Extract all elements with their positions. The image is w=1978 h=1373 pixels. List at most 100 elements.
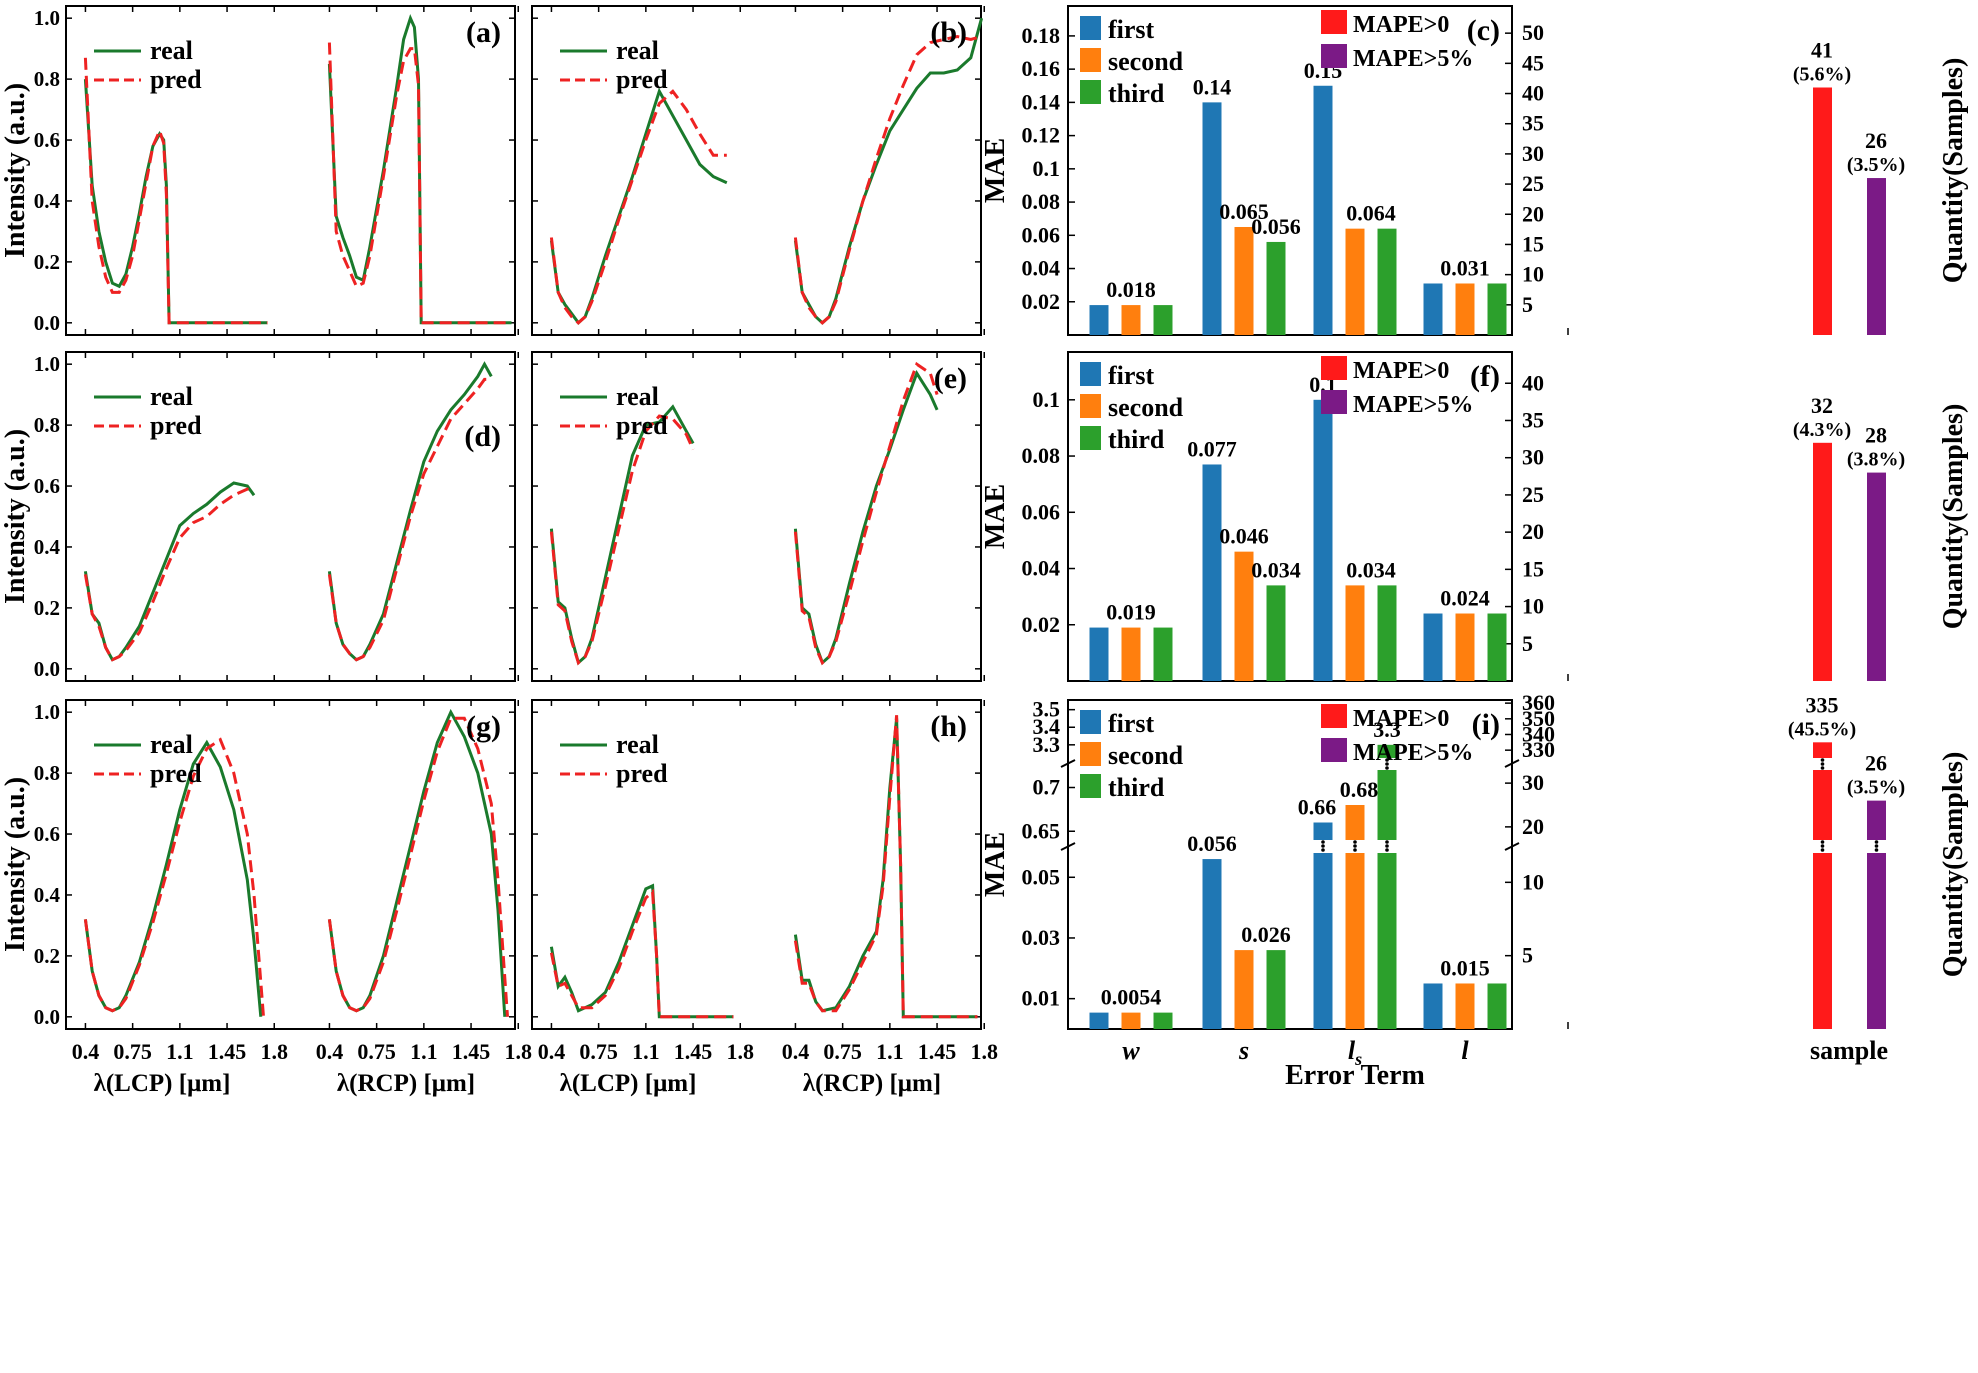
value-label: 0.056 (1187, 831, 1237, 856)
mae-tick-label: 0.12 (1022, 123, 1061, 148)
mae-tick-label: 0.08 (1022, 189, 1061, 214)
mae-tick-label: 0.03 (1022, 925, 1061, 950)
break-dot (1820, 844, 1825, 848)
third-bar (1266, 585, 1286, 681)
y-axis-label-mae: MAE (980, 832, 1011, 897)
legend-pred-label: pred (150, 65, 202, 94)
pred-lcp-line (83, 737, 265, 1017)
legend-swatch (1321, 390, 1347, 414)
first-bar (1313, 822, 1333, 840)
real-lcp-line (549, 883, 734, 1019)
mae-tick-label: 0.05 (1022, 864, 1061, 889)
category-label: s (1238, 1036, 1249, 1065)
plot-frame (1067, 5, 1513, 336)
legend-swatch (1321, 44, 1347, 68)
panel-label: (c) (1467, 14, 1500, 47)
value-label: 0.015 (1440, 955, 1490, 980)
mae-tick-label: 0.02 (1022, 289, 1061, 314)
pred-lcp-line (83, 57, 268, 325)
x-tick-label: 0.75 (113, 1039, 152, 1064)
value-label: 0.077 (1187, 436, 1237, 461)
legend-swatch (1080, 16, 1101, 40)
x-tick-label: 1.1 (632, 1039, 660, 1064)
x-tick-label: 0.4 (782, 1039, 810, 1064)
value-label: 0.66 (1298, 795, 1337, 820)
legend-pred-label: pred (150, 411, 202, 440)
pred-rcp-line (327, 42, 512, 325)
quantity-tick-label: 35 (1522, 111, 1544, 136)
break-dot (1353, 840, 1357, 844)
panel-label: (a) (466, 16, 501, 49)
third-bar (1377, 228, 1397, 335)
mae-tick-label: 0.04 (1022, 256, 1061, 281)
value-label: 0.034 (1251, 557, 1301, 582)
category-label: l (1461, 1036, 1469, 1065)
y-tick-label: 0.6 (34, 822, 60, 846)
x-tick-label: 0.4 (72, 1039, 100, 1064)
plot-frame (531, 351, 982, 682)
break-dot (1820, 758, 1825, 762)
y-axis-label: Intensity (a.u.) (0, 83, 31, 258)
panel-label: (i) (1472, 708, 1500, 741)
mae-tick-label: 0.14 (1022, 89, 1061, 114)
plot-frame (1067, 351, 1513, 682)
legend-pred-label: pred (150, 759, 202, 788)
quantity-tick-label: 40 (1522, 81, 1544, 106)
value-label: 0.018 (1106, 277, 1156, 302)
break-dot (1820, 762, 1825, 766)
legend-label: second (1108, 47, 1184, 76)
second-bar (1121, 1012, 1141, 1029)
quantity-tick-label: 50 (1522, 20, 1544, 45)
mape0-count: 41 (1811, 37, 1833, 62)
x-tick-label: 1.45 (674, 1039, 713, 1064)
y-axis-label-quantity: Quantity(Samples) (1938, 404, 1969, 630)
value-label: 0.065 (1219, 199, 1269, 224)
mae-tick-label: 0.04 (1022, 556, 1061, 581)
break-dot (1385, 766, 1389, 770)
y-tick-label: 0.4 (34, 883, 61, 907)
value-label: 0.14 (1193, 74, 1232, 99)
bar-panel-c: 0.02 0.04 0.06 0.08 0.1 0.12 0.14 0.16 0.18 5 10 15… (980, 5, 1969, 336)
mae-tick-label: 0.7 (1033, 775, 1061, 800)
real-rcp-line (793, 369, 939, 666)
legend-label: MAPE>5% (1353, 740, 1473, 766)
quantity-tick-label: 30 (1522, 445, 1544, 470)
mape0-bar (1813, 742, 1832, 758)
mae-tick-label: 0.18 (1022, 23, 1061, 48)
pred-rcp-line (793, 361, 939, 666)
plot-frame (531, 699, 982, 1030)
legend-swatch (1321, 738, 1347, 762)
mape0-count: 32 (1811, 393, 1833, 418)
mae-tick-label: 3.4 (1033, 714, 1061, 739)
x-tick-label: 0.75 (823, 1039, 862, 1064)
real-lcp-line (83, 481, 256, 662)
x-axis-label-lcp: λ(LCP) [μm] (560, 1070, 697, 1097)
axis-break-mark (1060, 842, 1076, 851)
mae-tick-label: 0.06 (1022, 499, 1061, 524)
panel-label: (d) (464, 420, 501, 453)
plot-frame (65, 699, 516, 1030)
y-tick-label: 0.8 (34, 67, 60, 91)
value-label: 0.031 (1440, 255, 1490, 280)
y-tick-label: 0.8 (34, 413, 60, 437)
y-tick-label: 0.0 (34, 1005, 60, 1029)
line-panel-g: 0.0 0.2 0.4 0.6 0.8 1.0 0.4 0.75 1.1 1.45 1.8 0.4 0.… (0, 699, 532, 1097)
x-tick-label: 0.4 (316, 1039, 344, 1064)
first-bar (1202, 102, 1222, 335)
mae-tick-label: 3.5 (1033, 697, 1061, 722)
pred-rcp-line (793, 715, 978, 1019)
value-label: 3.3 (1373, 717, 1401, 742)
second-bar (1455, 983, 1475, 1029)
mape0-percent: (4.3%) (1793, 419, 1851, 441)
first-bar (1202, 464, 1222, 681)
mape5-bar (1867, 178, 1886, 335)
first-bar (1089, 305, 1109, 335)
quantity-tick-label: 25 (1522, 482, 1544, 507)
legend-real-label: real (150, 36, 193, 65)
legend-pred-label: pred (616, 759, 668, 788)
legend-label: second (1108, 393, 1184, 422)
first-bar (1423, 983, 1443, 1029)
mae-tick-label: 3.3 (1033, 732, 1061, 757)
break-dot (1820, 848, 1825, 852)
